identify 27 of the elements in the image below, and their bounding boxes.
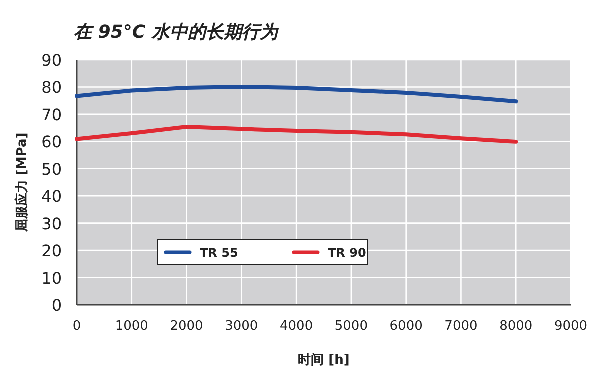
x-tick-label: 7000	[444, 319, 478, 334]
y-tick-label: 90	[42, 51, 62, 70]
y-tick-label: 30	[42, 214, 62, 234]
y-tick-label: 70	[42, 105, 62, 124]
y-tick-label: 10	[42, 268, 62, 288]
x-tick-label: 5000	[334, 319, 368, 334]
line-series	[75, 84, 518, 104]
y-tick-label: 80	[42, 78, 62, 98]
x-tick-label: 3000	[225, 319, 258, 334]
legend-label: TR 90	[328, 246, 366, 260]
y-tick-label: 0	[52, 296, 62, 315]
x-tick-label: 0	[72, 319, 82, 334]
x-tick-label: 2000	[170, 319, 204, 334]
y-tick-label: 50	[42, 160, 62, 179]
chart-title: 在 95°C 水中的长期行为	[74, 22, 280, 43]
y-tick-label: 60	[42, 132, 62, 152]
x-tick-label: 9000	[554, 319, 588, 334]
y-axis-title: 屈服应力 [MPa]	[14, 132, 30, 234]
x-tick-label: 8000	[500, 319, 533, 334]
x-tick-label: 4000	[280, 319, 314, 334]
y-tick-label: 40	[42, 187, 62, 206]
legend-label: TR 55	[200, 246, 238, 260]
y-tick-label: 20	[42, 242, 62, 261]
x-tick-label: 1000	[115, 319, 148, 334]
x-axis-title: 时间 [h]	[298, 353, 350, 368]
x-tick-label: 6000	[390, 319, 423, 334]
line-series	[75, 124, 518, 144]
